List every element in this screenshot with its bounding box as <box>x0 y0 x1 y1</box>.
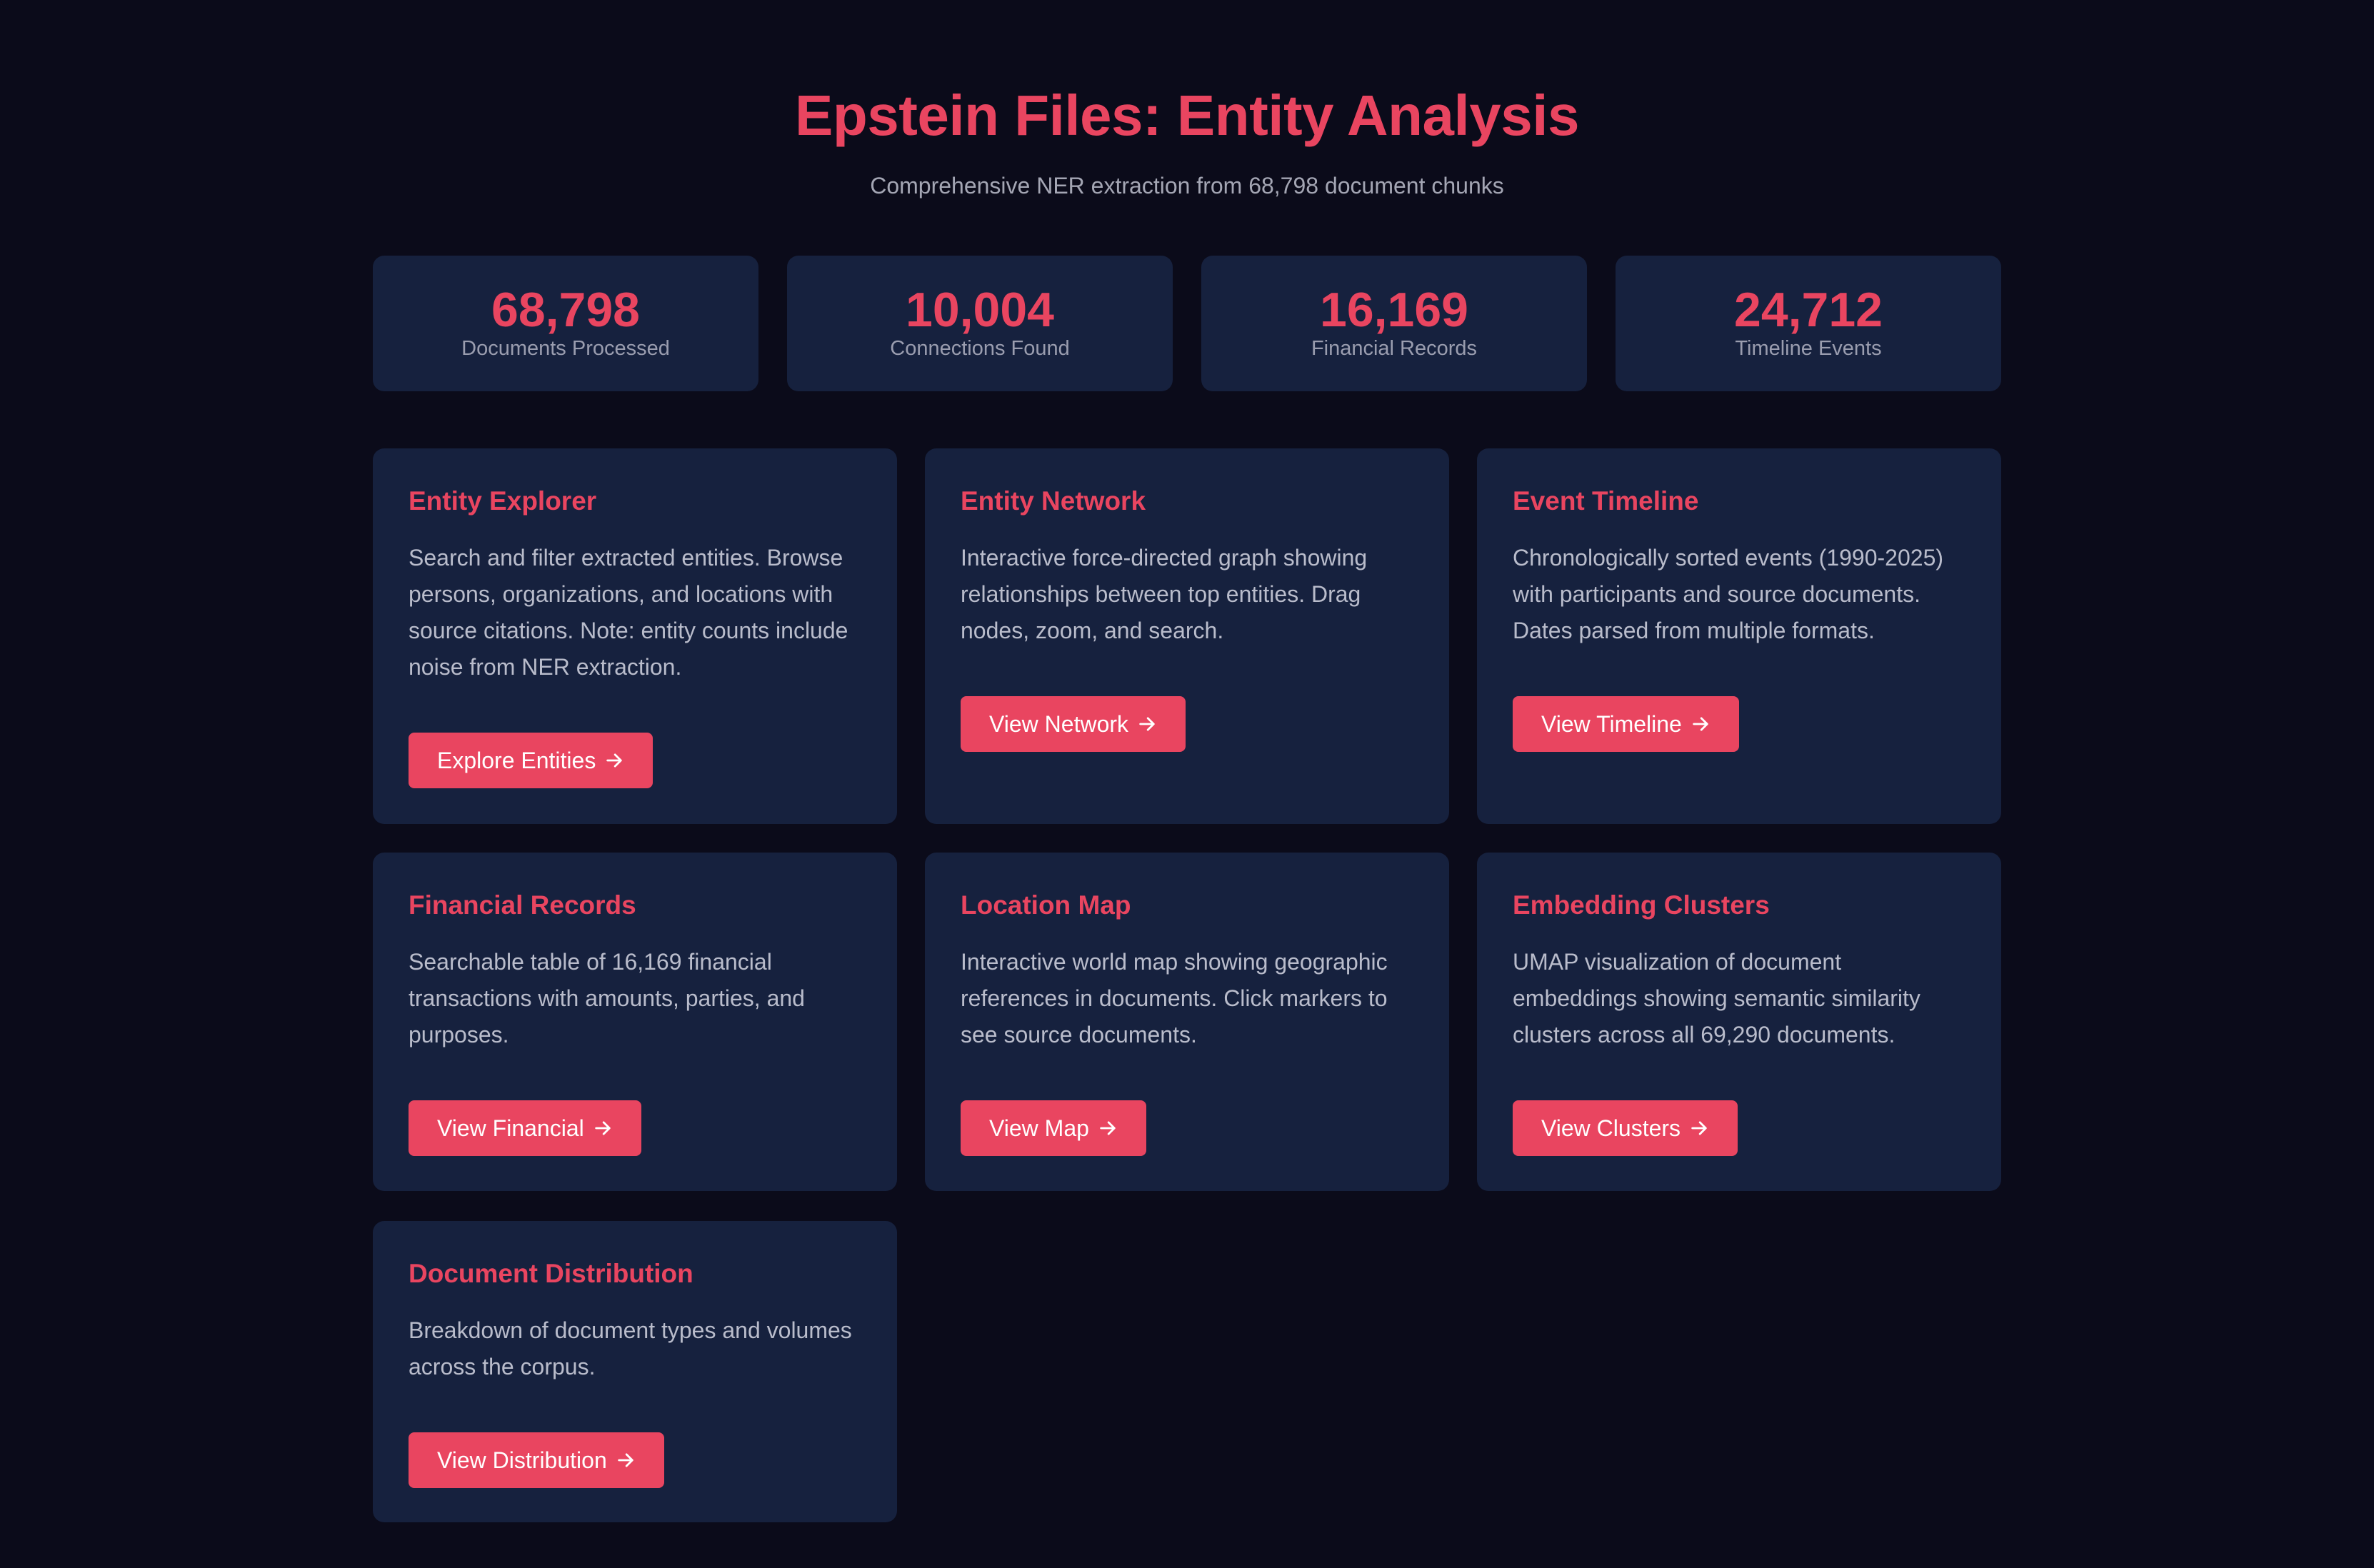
stat-connections-found: 10,004 Connections Found <box>787 256 1173 391</box>
view-map-button[interactable]: View Map <box>961 1100 1146 1156</box>
stats-row: 68,798 Documents Processed 10,004 Connec… <box>373 256 2001 391</box>
arrow-right-icon <box>606 753 623 768</box>
arrow-right-icon <box>1100 1121 1116 1135</box>
card-embedding-clusters: Embedding Clusters UMAP visualization of… <box>1477 853 2001 1191</box>
card-description: Chronologically sorted events (1990-2025… <box>1513 545 1944 643</box>
card-title: Financial Records <box>409 890 636 920</box>
card-description: Search and filter extracted entities. Br… <box>409 545 848 680</box>
view-financial-button[interactable]: View Financial <box>409 1100 641 1156</box>
arrow-right-icon <box>618 1453 633 1467</box>
card-title: Embedding Clusters <box>1513 890 1770 920</box>
page-title: Epstein Files: Entity Analysis <box>795 84 1579 147</box>
button-label: View Clusters <box>1541 1115 1681 1141</box>
view-network-button[interactable]: View Network <box>961 696 1186 752</box>
stat-label: Financial Records <box>1311 337 1478 360</box>
button-label: View Network <box>989 711 1129 737</box>
view-timeline-button[interactable]: View Timeline <box>1513 696 1739 752</box>
arrow-right-icon <box>1139 717 1155 731</box>
stat-value: 24,712 <box>1734 283 1883 337</box>
page-subtitle: Comprehensive NER extraction from 68,798… <box>870 173 1504 198</box>
card-description: Searchable table of 16,169 financial tra… <box>409 949 805 1047</box>
card-entity-explorer: Entity Explorer Search and filter extrac… <box>373 448 897 824</box>
card-title: Document Distribution <box>409 1259 693 1288</box>
button-label: View Timeline <box>1541 711 1682 737</box>
card-entity-network: Entity Network Interactive force-directe… <box>925 448 1449 824</box>
card-description: Interactive world map showing geographic… <box>961 949 1388 1047</box>
stat-value: 68,798 <box>491 283 640 337</box>
stat-financial-records: 16,169 Financial Records <box>1201 256 1587 391</box>
arrow-right-icon <box>1691 1121 1707 1135</box>
stat-documents-processed: 68,798 Documents Processed <box>373 256 758 391</box>
arrow-right-icon <box>595 1121 611 1135</box>
view-clusters-button[interactable]: View Clusters <box>1513 1100 1738 1156</box>
card-title: Entity Network <box>961 486 1146 516</box>
button-label: View Map <box>989 1115 1089 1141</box>
card-title: Entity Explorer <box>409 486 597 516</box>
card-description: Breakdown of document types and volumes … <box>409 1317 852 1379</box>
button-label: Explore Entities <box>437 748 596 773</box>
card-event-timeline: Event Timeline Chronologically sorted ev… <box>1477 448 2001 824</box>
button-label: View Distribution <box>437 1447 607 1473</box>
stat-value: 16,169 <box>1320 283 1468 337</box>
card-location-map: Location Map Interactive world map showi… <box>925 853 1449 1191</box>
card-financial-records: Financial Records Searchable table of 16… <box>373 853 897 1191</box>
card-title: Event Timeline <box>1513 486 1699 516</box>
card-description: UMAP visualization of document embedding… <box>1513 949 1920 1047</box>
button-label: View Financial <box>437 1115 584 1141</box>
view-distribution-button[interactable]: View Distribution <box>409 1432 664 1488</box>
stat-value: 10,004 <box>906 283 1054 337</box>
card-document-distribution: Document Distribution Breakdown of docum… <box>373 1221 897 1522</box>
stat-label: Documents Processed <box>461 337 670 360</box>
arrow-right-icon <box>1693 717 1708 731</box>
explore-entities-button[interactable]: Explore Entities <box>409 733 653 788</box>
card-title: Location Map <box>961 890 1131 920</box>
stat-label: Timeline Events <box>1735 337 1882 360</box>
card-description: Interactive force-directed graph showing… <box>961 545 1368 643</box>
stat-timeline-events: 24,712 Timeline Events <box>1616 256 2001 391</box>
stat-label: Connections Found <box>890 337 1070 360</box>
